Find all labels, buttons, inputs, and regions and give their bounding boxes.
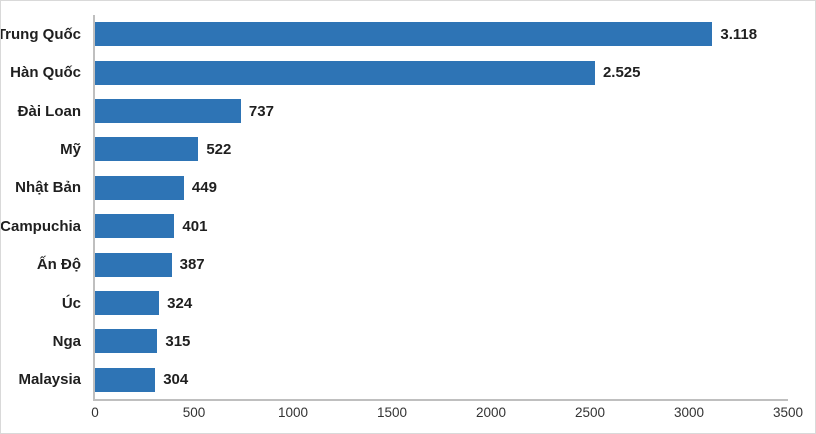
bar-row: 401 [95, 207, 788, 245]
x-axis-tick-label: 3500 [772, 405, 804, 420]
bar [95, 214, 175, 239]
category-label: Ấn Độ [36, 256, 81, 274]
category-label: Đài Loan [17, 102, 81, 120]
bar [95, 175, 184, 200]
bar-row: 449 [95, 169, 788, 207]
x-axis-tick-label: 500 [182, 405, 206, 420]
bar-row: 2.525 [95, 53, 788, 91]
bar [95, 252, 172, 277]
bar-row: 737 [95, 92, 788, 130]
plot-area: 3.118 2.525 737 522 449 401 387 324 315 304 [93, 15, 788, 401]
bar-row: 387 [95, 245, 788, 283]
bar-value-label: 387 [179, 256, 205, 274]
bar-value-label: 3.118 [720, 25, 758, 43]
bar-value-label: 449 [191, 179, 217, 197]
x-axis-tick-label: 2000 [475, 405, 507, 420]
bar-value-label: 737 [248, 102, 274, 120]
bar-row: 522 [95, 130, 788, 168]
x-axis-tick-label: 2500 [574, 405, 606, 420]
bar-value-label: 324 [167, 294, 193, 312]
x-axis-tick-label: 1500 [376, 405, 408, 420]
bar [95, 291, 160, 316]
category-label: Nhật Bản [15, 179, 81, 197]
bar-row: 3.118 [95, 15, 788, 53]
x-axis-tick-label: 3000 [673, 405, 705, 420]
bar [95, 367, 156, 392]
bar-row: 324 [95, 284, 788, 322]
bar-row: 315 [95, 322, 788, 360]
category-label: Campuchia [0, 217, 81, 235]
x-axis-tick-label: 1000 [277, 405, 309, 420]
bar [95, 22, 713, 47]
bar-row: 304 [95, 361, 788, 399]
x-axis: 0 500 1000 1500 2000 2500 3000 3500 [91, 405, 803, 427]
category-label: Úc [61, 294, 81, 312]
category-label: Nga [52, 332, 81, 350]
category-label: Trung Quốc [0, 25, 81, 43]
category-label: Mỹ [60, 140, 81, 158]
category-label: Malaysia [18, 371, 81, 389]
bar [95, 329, 158, 354]
category-axis: Trung Quốc Hàn Quốc Đài Loan Mỹ Nhật Bản Camp… [1, 15, 81, 399]
bar [95, 60, 595, 85]
category-label: Hàn Quốc [10, 64, 81, 82]
bar-value-label: 401 [182, 217, 208, 235]
bar [95, 99, 241, 124]
bar-value-label: 522 [206, 140, 232, 158]
bar-value-label: 315 [165, 332, 191, 350]
bar-value-label: 2.525 [602, 64, 641, 82]
bar [95, 137, 199, 162]
x-axis-tick-label: 0 [91, 405, 99, 420]
bar-value-label: 304 [163, 371, 189, 389]
